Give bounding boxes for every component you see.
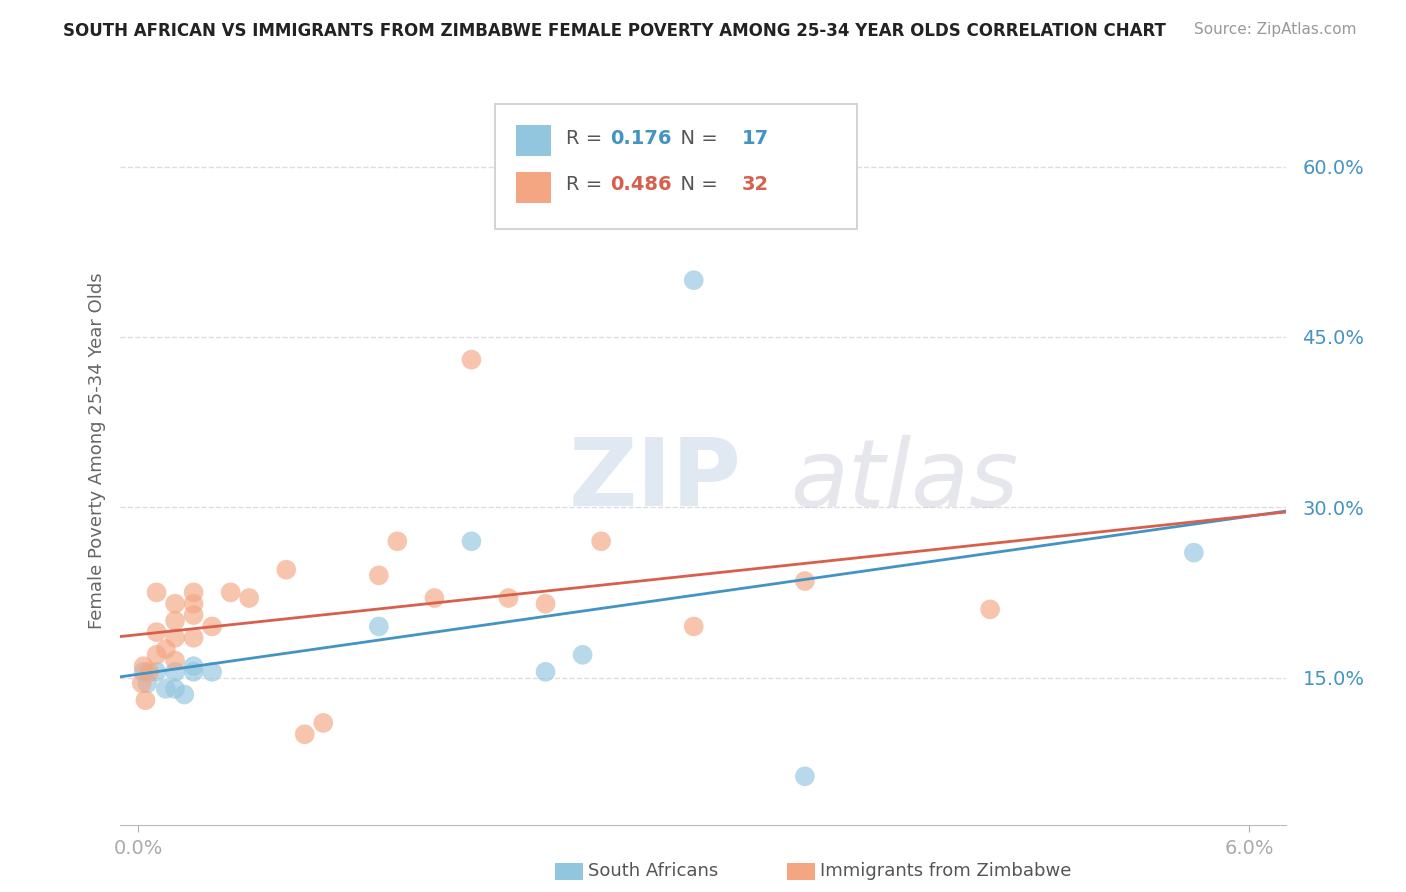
Point — [793, 769, 815, 783]
Point — [571, 648, 593, 662]
Point — [498, 591, 520, 605]
Point — [136, 676, 159, 690]
Text: 0.176: 0.176 — [610, 128, 671, 147]
Point — [979, 602, 1001, 616]
Point — [591, 534, 613, 549]
Text: ZIP: ZIP — [569, 434, 742, 526]
FancyBboxPatch shape — [516, 125, 551, 156]
Point — [165, 665, 187, 679]
Point — [132, 665, 155, 679]
Point — [145, 625, 167, 640]
Point — [294, 727, 316, 741]
Point — [134, 693, 156, 707]
Point — [165, 597, 187, 611]
Point — [183, 597, 205, 611]
Point — [165, 631, 187, 645]
Point — [183, 631, 205, 645]
Point — [387, 534, 409, 549]
Text: SOUTH AFRICAN VS IMMIGRANTS FROM ZIMBABWE FEMALE POVERTY AMONG 25-34 YEAR OLDS C: SOUTH AFRICAN VS IMMIGRANTS FROM ZIMBABW… — [63, 22, 1166, 40]
Text: Immigrants from Zimbabwe: Immigrants from Zimbabwe — [820, 863, 1071, 880]
Point — [367, 568, 389, 582]
Point — [131, 676, 153, 690]
Text: atlas: atlas — [790, 435, 1019, 526]
Point — [173, 688, 195, 702]
Point — [183, 659, 205, 673]
Point — [201, 619, 224, 633]
Point — [145, 665, 167, 679]
Text: N =: N = — [668, 128, 724, 147]
Point — [155, 681, 177, 696]
Text: South Africans: South Africans — [588, 863, 718, 880]
Point — [1182, 546, 1205, 560]
Text: 0.486: 0.486 — [610, 175, 671, 194]
Point — [219, 585, 242, 599]
Point — [201, 665, 224, 679]
Point — [165, 614, 187, 628]
Point — [145, 648, 167, 662]
Text: R =: R = — [567, 175, 609, 194]
FancyBboxPatch shape — [516, 172, 551, 203]
Point — [423, 591, 446, 605]
Point — [276, 563, 298, 577]
Point — [312, 715, 335, 730]
Point — [183, 585, 205, 599]
Point — [460, 534, 482, 549]
FancyBboxPatch shape — [495, 103, 858, 229]
Point — [682, 273, 704, 287]
Text: 17: 17 — [741, 128, 769, 147]
Point — [460, 352, 482, 367]
Text: 32: 32 — [741, 175, 769, 194]
Point — [793, 574, 815, 588]
Text: R =: R = — [567, 128, 609, 147]
Point — [183, 665, 205, 679]
Text: Source: ZipAtlas.com: Source: ZipAtlas.com — [1194, 22, 1357, 37]
Point — [183, 608, 205, 623]
Point — [534, 665, 557, 679]
Point — [238, 591, 260, 605]
Point — [367, 619, 389, 633]
Point — [138, 665, 160, 679]
Text: N =: N = — [668, 175, 724, 194]
Point — [534, 597, 557, 611]
Y-axis label: Female Poverty Among 25-34 Year Olds: Female Poverty Among 25-34 Year Olds — [87, 272, 105, 629]
Point — [132, 659, 155, 673]
Point — [155, 642, 177, 657]
Point — [165, 653, 187, 667]
Point — [165, 681, 187, 696]
Point — [682, 619, 704, 633]
Point — [145, 585, 167, 599]
